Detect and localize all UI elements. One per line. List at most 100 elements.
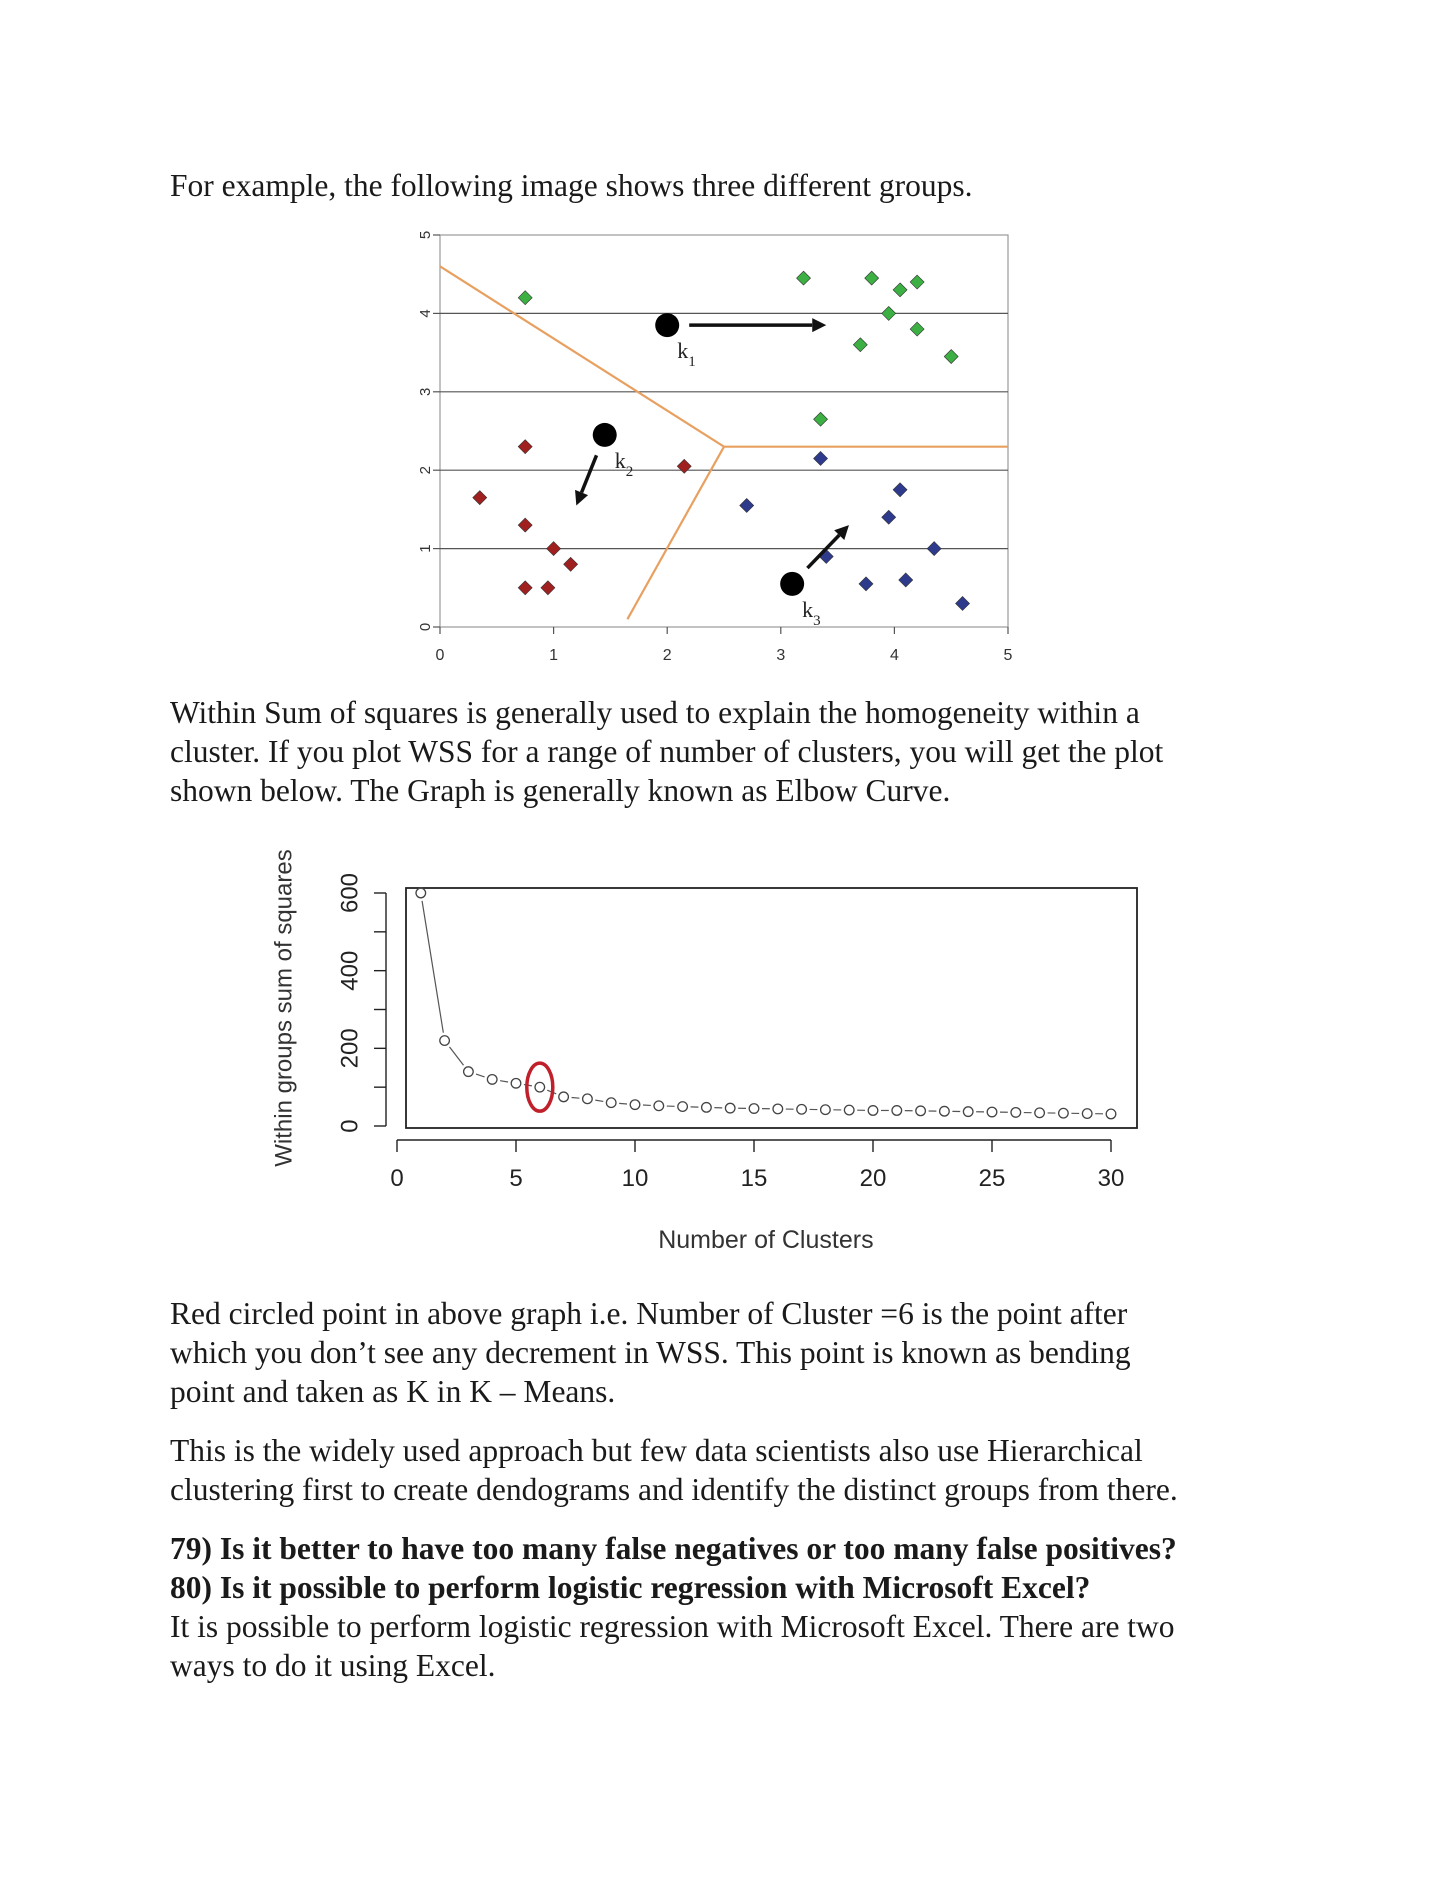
data-point xyxy=(881,305,897,321)
data-point xyxy=(517,439,533,455)
hierarchical-line-1: This is the widely used approach but few… xyxy=(170,1433,1143,1468)
data-point xyxy=(439,1035,451,1047)
centroid-label: k2 xyxy=(615,448,634,480)
series-line xyxy=(571,1096,580,1099)
x-tick-label: 5 xyxy=(509,1165,522,1192)
red-point-line-3: point and taken as K in K – Means. xyxy=(170,1374,616,1409)
y-tick-label: 3 xyxy=(417,388,434,396)
data-point xyxy=(909,321,925,337)
data-point xyxy=(986,1106,998,1118)
y-tick-label: 1 xyxy=(417,544,434,552)
y-axis-title: Within groups sum of squares xyxy=(270,849,297,1166)
x-tick-label: 30 xyxy=(1098,1165,1125,1192)
y-tick-label: 5 xyxy=(417,231,434,239)
question-80: 80) Is it possible to perform logistic r… xyxy=(170,1570,1091,1605)
answer-line-2: ways to do it using Excel. xyxy=(170,1648,496,1683)
x-tick-label: 25 xyxy=(979,1165,1006,1192)
question-79: 79) Is it better to have too many false … xyxy=(170,1531,1177,1566)
data-point xyxy=(796,1103,808,1115)
y-tick-label: 0 xyxy=(336,1119,363,1132)
wss-line-2: cluster. If you plot WSS for a range of … xyxy=(170,734,1164,769)
data-point xyxy=(915,1105,927,1117)
centroid-arrow xyxy=(579,454,599,494)
plot-frame xyxy=(439,234,1009,628)
data-point xyxy=(1105,1108,1117,1120)
data-point xyxy=(891,1105,903,1116)
plot-frame xyxy=(405,887,1138,1129)
data-point xyxy=(867,1105,879,1116)
y-tick-label: 0 xyxy=(417,623,434,631)
series-line xyxy=(546,1089,557,1095)
data-point xyxy=(852,337,868,353)
data-point xyxy=(1081,1108,1093,1120)
elbow-highlight-circle xyxy=(525,1061,555,1113)
data-point xyxy=(962,1106,974,1118)
data-point xyxy=(813,411,828,427)
data-point xyxy=(462,1066,474,1078)
data-point xyxy=(546,541,562,557)
y-tick-label: 400 xyxy=(336,951,363,991)
data-point xyxy=(898,572,914,588)
data-point xyxy=(858,576,874,592)
data-point xyxy=(558,1091,570,1103)
data-point xyxy=(813,451,828,466)
red-point-line-2: which you don’t see any decrement in WSS… xyxy=(170,1335,1131,1370)
data-point xyxy=(517,517,533,533)
x-tick-label: 1 xyxy=(549,647,558,664)
x-axis-title: Number of Clusters xyxy=(658,1226,873,1254)
cluster-boundary xyxy=(626,446,725,620)
series-line xyxy=(595,1099,604,1103)
centroid-marker xyxy=(780,571,805,596)
data-point xyxy=(517,290,533,306)
series-line xyxy=(619,1102,628,1105)
data-point xyxy=(510,1077,522,1089)
x-tick-label: 15 xyxy=(741,1165,768,1192)
series-line xyxy=(523,1083,533,1087)
x-tick-label: 10 xyxy=(622,1165,649,1192)
data-point xyxy=(605,1097,617,1109)
data-point xyxy=(676,458,692,474)
data-point xyxy=(796,270,811,286)
data-point xyxy=(938,1105,950,1117)
cluster-boundary xyxy=(439,265,1008,448)
centroid-label: k3 xyxy=(802,597,821,629)
data-point xyxy=(540,580,556,596)
series-line xyxy=(421,900,444,1033)
data-point xyxy=(472,490,488,506)
data-point xyxy=(892,482,908,498)
data-point xyxy=(581,1093,593,1105)
data-point xyxy=(534,1081,546,1093)
data-point xyxy=(653,1100,665,1112)
data-point xyxy=(892,282,908,298)
data-point xyxy=(1057,1107,1069,1119)
x-tick-label: 4 xyxy=(890,647,899,664)
data-point xyxy=(677,1101,689,1113)
data-point xyxy=(724,1102,736,1114)
x-tick-label: 0 xyxy=(390,1165,403,1192)
x-tick-label: 0 xyxy=(436,647,445,664)
data-point xyxy=(1034,1107,1046,1119)
arrow-head xyxy=(575,489,589,506)
centroid-label: k1 xyxy=(677,338,696,370)
data-point xyxy=(629,1099,641,1111)
y-tick-label: 4 xyxy=(417,309,434,317)
y-tick-label: 2 xyxy=(417,466,434,474)
wss-line-1: Within Sum of squares is generally used … xyxy=(170,695,1140,730)
wss-line-3: shown below. The Graph is generally know… xyxy=(170,773,951,808)
data-point xyxy=(517,580,533,596)
hierarchical-line-2: clustering first to create dendograms an… xyxy=(170,1472,1178,1507)
data-point xyxy=(748,1103,760,1114)
red-point-line-1: Red circled point in above graph i.e. Nu… xyxy=(170,1296,1128,1331)
data-point xyxy=(700,1101,712,1113)
data-point xyxy=(563,556,579,572)
intro-text: For example, the following image shows t… xyxy=(170,168,973,203)
answer-line-1: It is possible to perform logistic regre… xyxy=(170,1609,1175,1644)
data-point xyxy=(1010,1106,1022,1118)
series-line xyxy=(475,1073,485,1078)
x-tick-label: 2 xyxy=(663,647,672,664)
data-point xyxy=(415,887,427,899)
centroid-marker xyxy=(592,422,617,447)
y-tick-label: 200 xyxy=(336,1028,363,1068)
x-tick-label: 20 xyxy=(860,1165,887,1192)
data-point xyxy=(909,274,925,290)
